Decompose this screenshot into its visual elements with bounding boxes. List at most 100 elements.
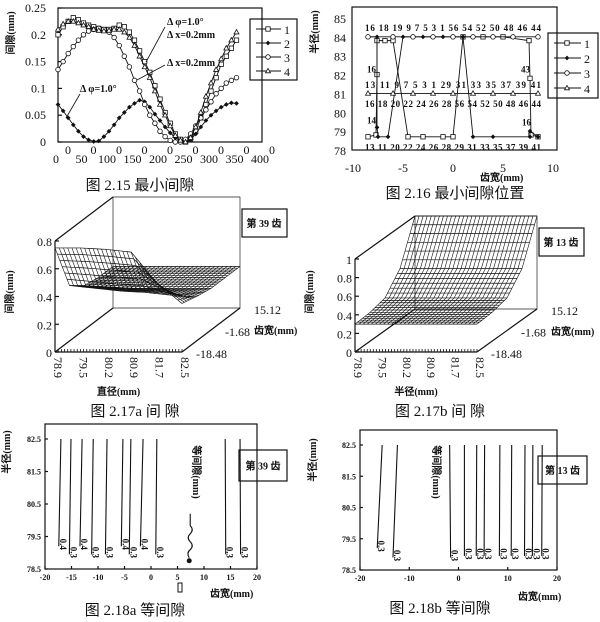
data-point — [55, 102, 61, 107]
figure-caption: 图 2.17b 间 隙 — [395, 403, 485, 420]
y-tick-label: 81.5 — [342, 472, 356, 481]
mesh-line — [67, 247, 126, 288]
data-point — [208, 88, 214, 94]
data-point — [564, 55, 570, 61]
mesh-line — [468, 215, 530, 325]
data-point — [563, 84, 571, 91]
x-tick-label: 80.9 — [127, 357, 141, 378]
data-point — [265, 54, 271, 60]
mesh-line — [177, 266, 236, 301]
x-tick-label: 80.2 — [400, 357, 414, 378]
z-axis-label: 间隙(mm) — [303, 270, 316, 313]
y-axis-label: 齿宽(mm) — [551, 325, 594, 338]
mesh-line — [387, 215, 448, 325]
data-point — [110, 26, 118, 32]
mesh-line — [75, 247, 135, 289]
data-point — [470, 34, 476, 40]
mesh-line — [407, 215, 469, 325]
contour-label: 0.3 — [475, 548, 485, 560]
legend-label: 2 — [284, 37, 290, 51]
contour-line — [91, 438, 94, 555]
legend-label: 1 — [284, 23, 290, 37]
y-tick-label: 79.5 — [27, 533, 41, 542]
y-tick-label: 84 — [334, 31, 346, 45]
data-point — [95, 27, 102, 33]
data-point — [223, 44, 230, 51]
figure-caption: 图 2.18a 等间隙 — [85, 601, 185, 619]
data-point — [207, 79, 215, 86]
plot-frame — [351, 6, 558, 151]
y-axis-label: 半径(mm) — [0, 430, 13, 473]
annotation: Δ φ=1.0° — [80, 84, 117, 95]
mesh-line — [415, 215, 477, 325]
data-point — [162, 124, 168, 130]
mesh-line — [383, 215, 444, 325]
mesh-line — [399, 215, 461, 325]
contour-label: 0.4 — [120, 539, 130, 551]
data-point — [564, 70, 570, 76]
x-tick-label: 0 — [53, 152, 59, 166]
figure-caption: 图 2.16 最小间隙位置 — [386, 185, 525, 202]
figure-caption: 图 2.18b 等间隙 — [389, 599, 490, 617]
data-point — [70, 43, 76, 50]
mesh-line — [423, 215, 485, 325]
point-label-row: 13 11 20 22 24 26 28 29 31 33 35 37 39 4… — [365, 142, 542, 152]
data-point — [429, 90, 437, 96]
data-point — [167, 137, 173, 144]
surface-mesh — [354, 215, 538, 325]
data-point — [70, 17, 77, 24]
y-tick-label: 0.05 — [25, 108, 46, 122]
data-point — [389, 90, 397, 96]
contour-line — [104, 438, 108, 555]
data-point — [131, 77, 138, 84]
point-label-row: 13 11 9 7 5 3 1 29 31 33 35 37 39 41 — [365, 80, 542, 90]
data-point — [182, 138, 189, 145]
x-tick-degree-mark: 0 — [244, 143, 250, 157]
mesh-line — [126, 251, 186, 293]
data-point — [233, 37, 240, 43]
contour-label: 0.3 — [531, 548, 541, 560]
data-point — [223, 102, 229, 107]
x-tick-label: 79.5 — [76, 357, 90, 378]
contour-label: 0.3 — [376, 541, 386, 553]
contour-label: 0.3 — [498, 548, 508, 560]
contour-line — [449, 444, 452, 558]
data-point — [121, 28, 128, 35]
x-tick-label: 81.7 — [449, 357, 463, 378]
data-point — [213, 108, 219, 114]
data-point — [203, 118, 209, 123]
mesh-line — [181, 266, 241, 304]
data-point — [198, 124, 204, 130]
contour-line — [68, 438, 72, 555]
mesh-line — [113, 250, 173, 292]
figure-2-17b: 0 0.2 0.4 0.6 0.8 1 78.9 79.5 80.2 80.9 81.7 82.5 -1… — [303, 215, 594, 420]
data-point — [157, 128, 163, 134]
x-tick-label: 400 — [251, 152, 269, 166]
data-point — [265, 40, 271, 46]
data-point — [564, 40, 570, 46]
tooth-label-box: 第 39 齿 — [241, 208, 288, 238]
data-point — [527, 128, 533, 134]
mesh-line — [460, 215, 522, 325]
data-point — [364, 90, 372, 96]
data-point — [410, 34, 416, 40]
x-tick-degree-mark: 0 — [91, 143, 97, 157]
mesh-line — [476, 215, 538, 325]
data-point — [218, 104, 224, 110]
data-point — [208, 99, 214, 105]
data-point — [161, 111, 169, 118]
x-tick-label: 20 — [253, 573, 261, 582]
x-tick-label: 82.5 — [178, 357, 192, 378]
data-point — [365, 34, 371, 40]
data-point — [534, 90, 542, 96]
contour-line — [392, 444, 398, 558]
mesh-line — [362, 215, 424, 325]
x-tick-degree-mark: 0 — [193, 143, 199, 157]
mesh-line — [160, 266, 220, 296]
z-tick-label: 0.6 — [337, 290, 352, 304]
legend-label: 4 — [284, 65, 290, 79]
contour-label: 0.4 — [58, 539, 68, 551]
x-tick-label: 0 — [457, 574, 461, 583]
data-point — [229, 100, 234, 106]
